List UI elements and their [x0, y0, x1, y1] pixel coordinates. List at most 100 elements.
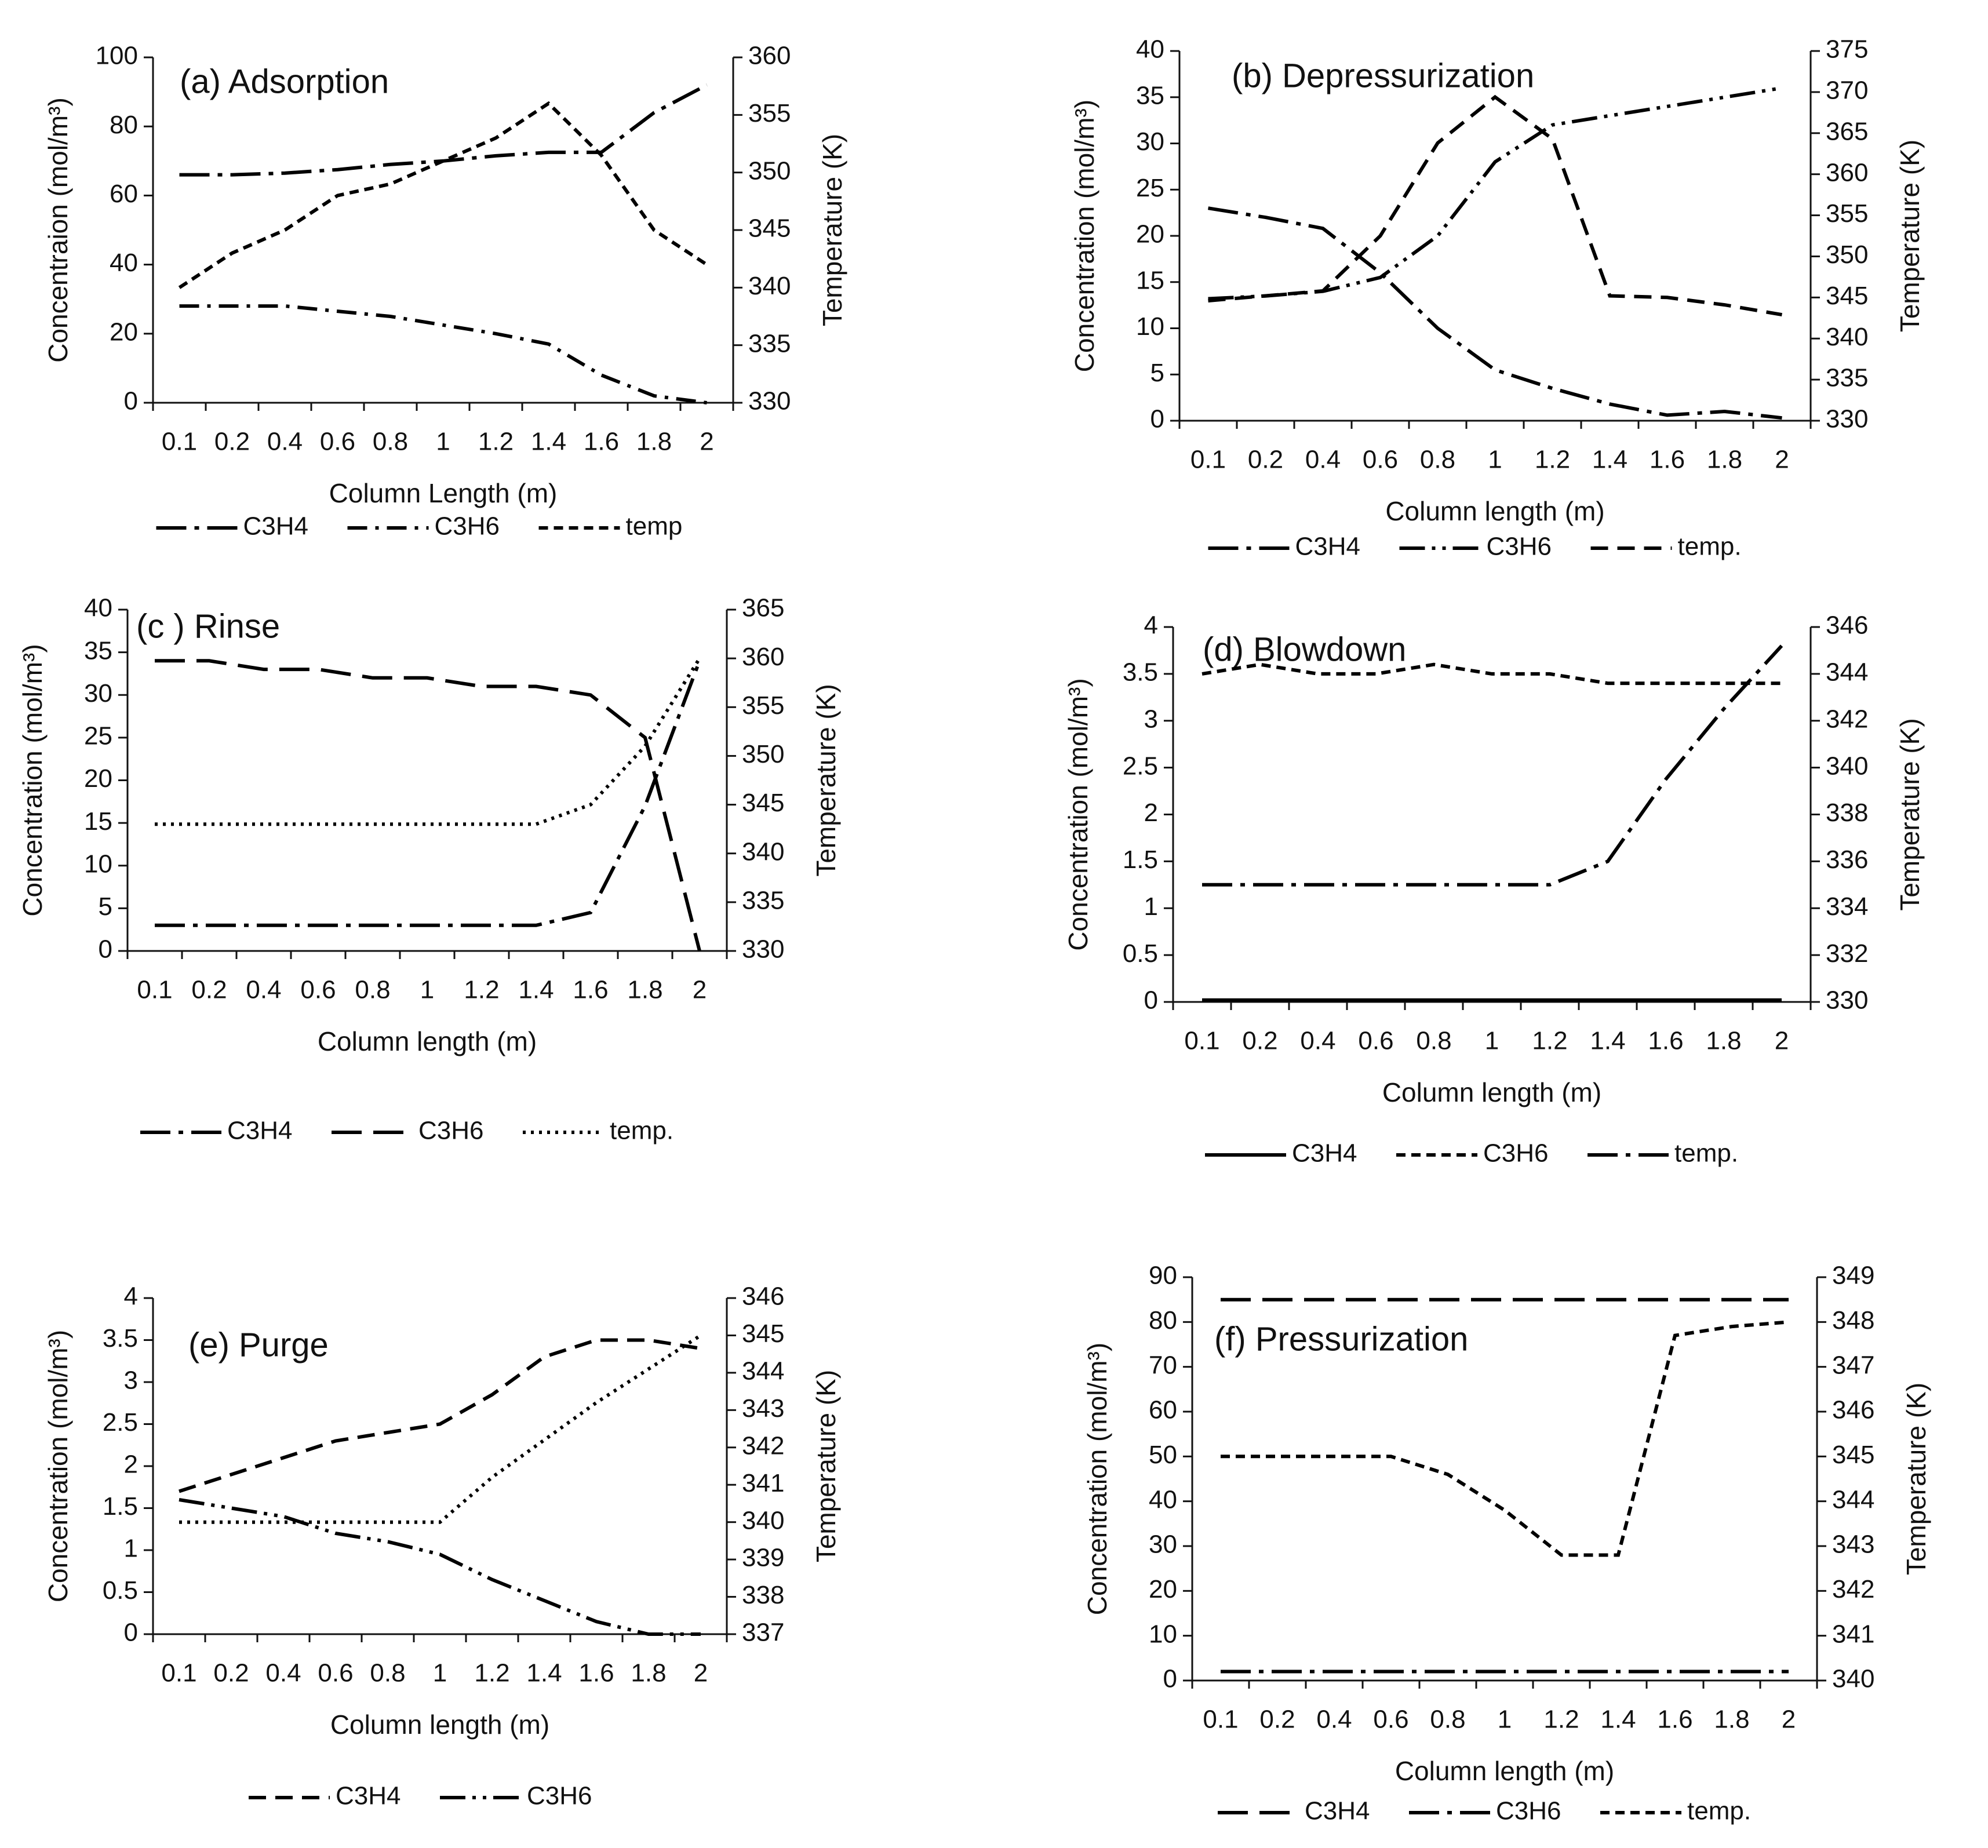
x-tick-label: 0.4 — [265, 1659, 301, 1687]
y2-tick-label: 346 — [742, 1282, 784, 1311]
series-line — [179, 304, 707, 404]
x-tick-label: 1.4 — [518, 976, 554, 1004]
y-tick-label: 80 — [1149, 1306, 1177, 1335]
x-tick-label: 0.8 — [1430, 1705, 1465, 1734]
y2-tick-label: 355 — [748, 99, 791, 127]
series-line — [179, 1338, 701, 1493]
y-tick-label: 5 — [99, 892, 112, 921]
x-axis-title: Column length (m) — [1382, 1077, 1601, 1107]
y-tick-label: 10 — [1136, 312, 1164, 341]
x-tick-label: 1.8 — [631, 1659, 666, 1687]
y2-tick-label: 343 — [1832, 1530, 1874, 1559]
chart-panel: 0 10 20 30 40 50 60 70 80 90 340 341 342 343 344 345 346… — [1082, 1262, 1931, 1825]
x-tick-label: 1.2 — [474, 1659, 509, 1687]
chart-title: (d) Blowdown — [1203, 630, 1406, 668]
x-tick-label: 1.8 — [627, 976, 662, 1004]
legend-label: C3H4 — [1305, 1797, 1370, 1825]
y2-tick-label: 340 — [1832, 1665, 1874, 1693]
y2-tick-label: 344 — [742, 1357, 784, 1386]
x-tick-label: 0.2 — [214, 428, 250, 456]
y-tick-label: 25 — [1136, 174, 1164, 202]
y2-tick-label: 355 — [1826, 199, 1868, 228]
x-tick-label: 0.1 — [1203, 1705, 1238, 1734]
x-tick-label: 1 — [1498, 1705, 1512, 1734]
y-axis-title: Concentration (mol/m³) — [1082, 1343, 1112, 1615]
legend-label: C3H4 — [227, 1117, 293, 1145]
y-tick-label: 90 — [1149, 1262, 1177, 1290]
x-tick-label: 1.6 — [1648, 1027, 1683, 1055]
y2-tick-label: 341 — [742, 1469, 784, 1497]
x-tick-label: 0.6 — [320, 428, 355, 456]
y2-tick-label: 338 — [742, 1581, 784, 1609]
x-tick-label: 1.4 — [1590, 1027, 1625, 1055]
x-axis-title: Column length (m) — [318, 1026, 537, 1056]
x-tick-label: 0.2 — [1259, 1705, 1295, 1734]
x-tick-label: 0.4 — [246, 976, 281, 1004]
y2-tick-label: 350 — [1826, 240, 1868, 269]
x-tick-label: 1 — [436, 428, 450, 456]
y-tick-label: 70 — [1149, 1351, 1177, 1379]
legend-label: C3H6 — [527, 1782, 592, 1810]
y-tick-label: 0 — [124, 387, 138, 415]
y2-tick-label: 335 — [748, 329, 791, 358]
x-tick-label: 2 — [1782, 1705, 1796, 1734]
x-tick-label: 0.1 — [162, 428, 197, 456]
y-tick-label: 5 — [1150, 359, 1164, 387]
x-tick-label: 0.1 — [1190, 446, 1226, 474]
legend-label: temp. — [1674, 1139, 1738, 1168]
series-line — [1208, 206, 1782, 420]
x-tick-label: 1.4 — [531, 428, 566, 456]
y2-tick-label: 345 — [1826, 282, 1868, 310]
y-tick-label: 60 — [1149, 1396, 1177, 1424]
y-tick-label: 0.5 — [1123, 939, 1158, 968]
y-tick-label: 3 — [124, 1366, 138, 1395]
y2-tick-label: 344 — [1826, 658, 1868, 687]
y2-axis-title: Temperature (K) — [811, 1370, 841, 1562]
x-tick-label: 1 — [433, 1659, 447, 1687]
y2-tick-label: 340 — [1826, 323, 1868, 351]
y-tick-label: 100 — [96, 42, 138, 70]
x-tick-label: 0.4 — [267, 428, 303, 456]
x-tick-label: 1 — [1488, 446, 1502, 474]
y-tick-label: 2.5 — [1123, 752, 1158, 780]
y-tick-label: 25 — [84, 722, 112, 750]
y-tick-label: 4 — [1144, 611, 1158, 640]
series-line — [155, 660, 701, 927]
x-tick-label: 0.4 — [1305, 446, 1341, 474]
series-line — [1221, 1320, 1789, 1557]
y-tick-label: 10 — [1149, 1620, 1177, 1648]
x-tick-label: 0.6 — [1373, 1705, 1408, 1734]
y-tick-label: 15 — [1136, 266, 1164, 294]
x-tick-label: 1.6 — [1650, 446, 1685, 474]
series-line — [155, 657, 701, 826]
y2-tick-label: 341 — [1832, 1620, 1874, 1648]
y-axis-title: Concentration (mol/m³) — [17, 644, 48, 916]
x-tick-label: 2 — [700, 428, 713, 456]
legend-label: temp. — [610, 1117, 673, 1145]
y-tick-label: 3 — [1144, 705, 1158, 733]
x-tick-label: 1.2 — [1532, 1027, 1567, 1055]
y2-tick-label: 330 — [742, 935, 784, 964]
x-tick-label: 0.2 — [1242, 1027, 1277, 1055]
y-tick-label: 2 — [124, 1450, 138, 1479]
y2-tick-label: 347 — [1832, 1351, 1874, 1379]
x-tick-label: 0.8 — [373, 428, 408, 456]
x-tick-label: 0.1 — [161, 1659, 196, 1687]
x-tick-label: 2 — [1775, 1027, 1789, 1055]
y2-tick-label: 346 — [1826, 611, 1868, 640]
y-tick-label: 30 — [1149, 1530, 1177, 1559]
y2-axis-title: Temperature (K) — [1901, 1383, 1931, 1575]
y2-tick-label: 330 — [1826, 986, 1868, 1015]
chart-panel: 0 20 40 60 80 100 330 335 340 345 350 355 360 0.1 0.2 0… — [43, 42, 847, 541]
y-tick-label: 20 — [84, 764, 112, 793]
chart-panel: 0 0.5 1 1.5 2 2.5 3 3.5 4 330 332 334 336 338 340 342 34… — [1063, 611, 1925, 1168]
y-tick-label: 60 — [110, 180, 138, 208]
x-tick-label: 0.6 — [1363, 446, 1398, 474]
y2-tick-label: 343 — [742, 1394, 784, 1423]
x-tick-label: 2 — [694, 1659, 708, 1687]
y-axis-title: Concentration (mol/m³) — [1063, 678, 1093, 950]
y2-tick-label: 345 — [742, 1320, 784, 1348]
series-line — [1208, 86, 1782, 301]
series-line — [1208, 94, 1783, 317]
y2-tick-label: 342 — [1826, 705, 1868, 733]
